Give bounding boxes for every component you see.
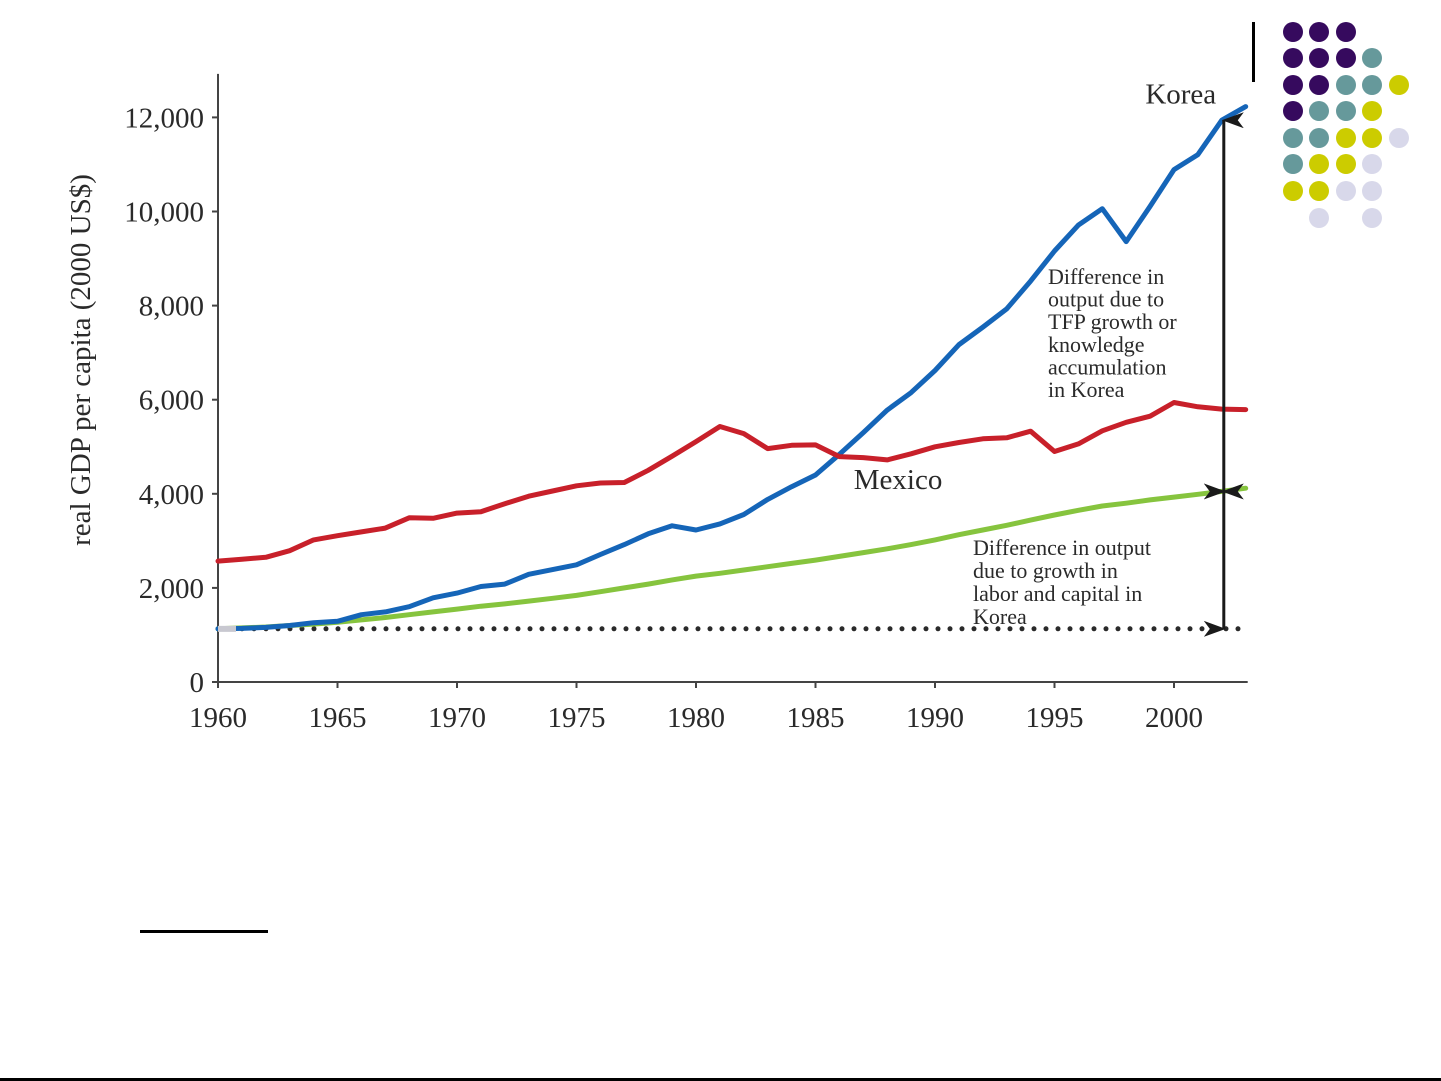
decorative-dot-olive: [1309, 181, 1329, 201]
decorative-dot-lavender: [1389, 128, 1409, 148]
mexico-label: Mexico: [854, 464, 943, 496]
x-tick-label: 1990: [906, 702, 964, 734]
decorative-dot-teal: [1283, 128, 1303, 148]
decorative-dot-purple: [1283, 48, 1303, 68]
y-tick-label: 8,000: [139, 291, 204, 323]
x-tick-label: 2000: [1145, 702, 1203, 734]
x-tick-label: 1970: [428, 702, 486, 734]
tfp-difference-line: output due to: [1048, 287, 1164, 312]
decorative-dot-teal: [1362, 75, 1382, 95]
decorative-dot-olive: [1336, 128, 1356, 148]
x-tick-label: 1960: [189, 702, 247, 734]
labor-capital-difference-line: labor and capital in: [973, 581, 1142, 606]
x-tick-label: 1995: [1026, 702, 1084, 734]
bottom-rule: [0, 1078, 1441, 1081]
decorative-dot-olive: [1283, 181, 1303, 201]
decorative-dot-teal: [1362, 48, 1382, 68]
tfp-difference-line: TFP growth or: [1048, 309, 1177, 334]
korea-label: Korea: [1145, 78, 1216, 110]
decorative-dot-purple: [1283, 101, 1303, 121]
series-layer: [215, 104, 1249, 632]
axes: 0 2,000 4,000 6,000 8,000 10,000 12,000 1960 196…: [124, 73, 1248, 734]
y-tick-label: 2,000: [139, 573, 204, 605]
series-line-korea-growth-in-labor-and-capital-only: [215, 485, 1249, 632]
decorative-dot-olive: [1389, 75, 1409, 95]
y-tick-label: 6,000: [139, 385, 204, 417]
y-axis-title: real GDP per capita (2000 US$): [65, 174, 97, 546]
decorative-dot-purple: [1309, 75, 1329, 95]
decorative-dot-teal: [1336, 101, 1356, 121]
decorative-dot-olive: [1362, 128, 1382, 148]
decorative-dot-purple: [1336, 48, 1356, 68]
y-tick-label: 10,000: [124, 197, 204, 229]
tfp-difference-line: knowledge: [1048, 332, 1145, 357]
tfp-difference-line: accumulation: [1048, 354, 1167, 379]
decorative-dot-purple: [1309, 48, 1329, 68]
decorative-dot-olive: [1309, 154, 1329, 174]
decorative-dot-lavender: [1309, 208, 1329, 228]
decorative-dot-purple: [1336, 22, 1356, 42]
decorative-dot-teal: [1309, 101, 1329, 121]
decorative-dot-lavender: [1336, 181, 1356, 201]
y-tick-label: 12,000: [124, 102, 204, 134]
decorative-dot-olive: [1336, 154, 1356, 174]
labor-capital-difference-line: Difference in output: [973, 535, 1151, 560]
x-tick-label: 1975: [548, 702, 606, 734]
x-tick-label: 1980: [667, 702, 725, 734]
tfp-difference-line: Difference in: [1048, 264, 1164, 289]
tfp-difference-line: in Korea: [1048, 377, 1125, 402]
decorative-dot-lavender: [1362, 181, 1382, 201]
decorative-dot-lavender: [1362, 154, 1382, 174]
decorative-dot-teal: [1336, 75, 1356, 95]
slide-accent-bar: [1252, 22, 1255, 82]
x-tick-label: 1985: [787, 702, 845, 734]
footnote-rule: [140, 930, 268, 933]
labor-capital-difference-line: Korea: [973, 604, 1027, 629]
decorative-dot-olive: [1362, 101, 1382, 121]
decorative-dot-lavender: [1362, 208, 1382, 228]
y-tick-label: 4,000: [139, 479, 204, 511]
decorative-dot-teal: [1283, 154, 1303, 174]
series-line-korea: [215, 104, 1249, 632]
labor-capital-difference-line: due to growth in: [973, 558, 1118, 583]
y-tick-label: 0: [190, 667, 205, 699]
decorative-dot-purple: [1283, 22, 1303, 42]
decorative-dot-purple: [1309, 22, 1329, 42]
decorative-dot-teal: [1309, 128, 1329, 148]
series-line-mexico: [215, 400, 1249, 564]
decorative-dot-purple: [1283, 75, 1303, 95]
x-tick-label: 1965: [309, 702, 367, 734]
